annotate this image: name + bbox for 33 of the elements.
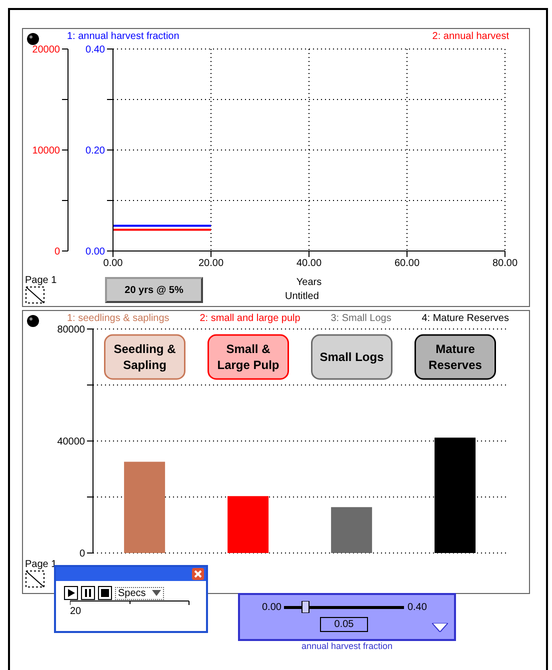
text: 0.00 <box>262 602 282 612</box>
x-tick-label: Small & Large Pulp <box>217 342 280 372</box>
y2-tick-label: 20000 <box>32 44 60 56</box>
x-tick-label: Small Logs <box>320 350 384 364</box>
x-tick-label: 20.00 <box>198 258 224 270</box>
x-tick-label: Seedling & Sapling <box>114 342 176 372</box>
text: 0.05 <box>320 617 368 632</box>
text: 2: annual harvest <box>432 31 509 42</box>
x-tick-label: Mature Reserves <box>428 342 482 372</box>
y-tick-label: 80000 <box>57 324 86 336</box>
text: Specs <box>118 588 146 598</box>
y-tick-label: 0 <box>79 548 86 560</box>
y2-tick-label: 10000 <box>32 146 60 157</box>
text: 1: seedlings & saplings <box>67 313 170 324</box>
text: 2: small and large pulp <box>200 313 300 324</box>
text: 20 <box>70 606 82 617</box>
x-tick-label: 60.00 <box>394 258 420 270</box>
text: Untitled <box>285 291 319 302</box>
y-tick-label: 0.20 <box>86 146 106 157</box>
text: Page 1 <box>25 275 57 286</box>
y-tick-label: 0.00 <box>86 246 106 258</box>
y-tick-label: 40000 <box>57 436 86 448</box>
text: 3: Small Logs <box>330 313 392 324</box>
x-axis-title: Years <box>296 277 322 288</box>
text: 1: annual harvest fraction <box>67 31 180 42</box>
x-tick-label: 40.00 <box>296 258 322 270</box>
x-tick-label: 0.00 <box>103 258 124 270</box>
x-tick-label: 80.00 <box>492 258 518 270</box>
text: annual harvest fraction <box>300 641 394 651</box>
text: 4: Mature Reserves <box>422 313 509 324</box>
text: 20 yrs @ 5% <box>105 277 203 303</box>
text: 0.40 <box>407 602 427 612</box>
y-tick-label: 0.40 <box>86 44 106 56</box>
